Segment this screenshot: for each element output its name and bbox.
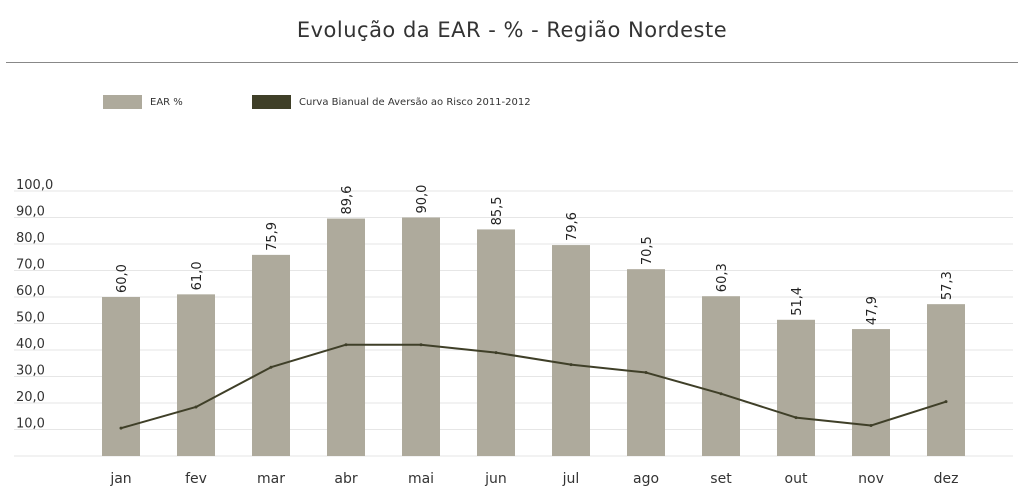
x-tick-label: out: [785, 471, 808, 487]
bar-value-label: 79,6: [565, 212, 580, 241]
y-tick-label: 100,0: [16, 178, 53, 193]
line-point: [119, 426, 123, 430]
line-point: [419, 343, 423, 347]
bar-value-label: 61,0: [190, 261, 205, 290]
y-tick-label: 60,0: [16, 284, 45, 299]
y-tick-label: 10,0: [16, 417, 45, 432]
x-tick-label: nov: [858, 471, 884, 487]
bar: [177, 294, 215, 456]
bar-value-label: 51,4: [790, 287, 805, 316]
x-tick-label: jun: [484, 471, 507, 487]
y-tick-label: 80,0: [16, 231, 45, 246]
chart-title: Evolução da EAR - % - Região Nordeste: [296, 18, 728, 42]
x-tick-label: jul: [562, 471, 580, 487]
line-point: [869, 424, 873, 428]
x-tick-label: dez: [934, 471, 959, 487]
bar-value-label: 89,6: [340, 186, 355, 215]
bar: [402, 217, 440, 456]
bar: [627, 269, 665, 456]
line-point: [794, 416, 798, 420]
x-tick-label: ago: [633, 471, 659, 487]
y-tick-label: 30,0: [16, 364, 45, 379]
bar-value-label: 85,5: [490, 196, 505, 225]
x-tick-label: mar: [257, 471, 285, 487]
line-point: [344, 343, 348, 347]
bar-value-label: 57,3: [940, 271, 955, 300]
line-series: [120, 343, 947, 430]
bar: [852, 329, 890, 456]
x-tick-label: jan: [109, 471, 131, 487]
bar: [927, 304, 965, 456]
y-tick-label: 40,0: [16, 337, 45, 352]
bar-value-label: 47,9: [865, 296, 880, 325]
bar: [777, 319, 815, 456]
legend-swatch-ear: [103, 95, 142, 109]
bar: [552, 245, 590, 456]
y-tick-label: 20,0: [16, 390, 45, 405]
line-point: [569, 363, 573, 367]
line-point: [644, 371, 648, 375]
x-tick-label: set: [710, 471, 732, 487]
line-point: [494, 351, 498, 355]
y-tick-label: 90,0: [16, 205, 45, 220]
line-point: [944, 400, 948, 404]
bar: [252, 254, 290, 456]
y-tick-label: 70,0: [16, 258, 45, 273]
x-tick-label: abr: [334, 471, 357, 487]
legend-label-curva: Curva Bianual de Aversão ao Risco 2011-2…: [299, 96, 531, 108]
line-point: [719, 392, 723, 396]
line-point: [269, 365, 273, 369]
bar: [702, 296, 740, 456]
bar-value-label: 60,0: [115, 264, 130, 293]
legend-label-ear: EAR %: [150, 96, 183, 108]
y-tick-label: 50,0: [16, 311, 45, 326]
bar-value-label: 90,0: [415, 185, 430, 214]
title-divider: [6, 62, 1018, 63]
bar: [327, 218, 365, 456]
x-tick-label: mai: [408, 471, 434, 487]
x-tick-label: fev: [185, 471, 207, 487]
bar: [477, 229, 515, 456]
bar-value-label: 60,3: [715, 263, 730, 292]
legend-item-ear[interactable]: EAR %: [103, 95, 183, 109]
legend-swatch-curva: [252, 95, 291, 109]
bar: [102, 297, 140, 456]
bar-value-label: 75,9: [265, 222, 280, 251]
line-point: [194, 405, 198, 409]
bar-value-label: 70,5: [640, 236, 655, 265]
legend-item-curva[interactable]: Curva Bianual de Aversão ao Risco 2011-2…: [252, 95, 531, 109]
